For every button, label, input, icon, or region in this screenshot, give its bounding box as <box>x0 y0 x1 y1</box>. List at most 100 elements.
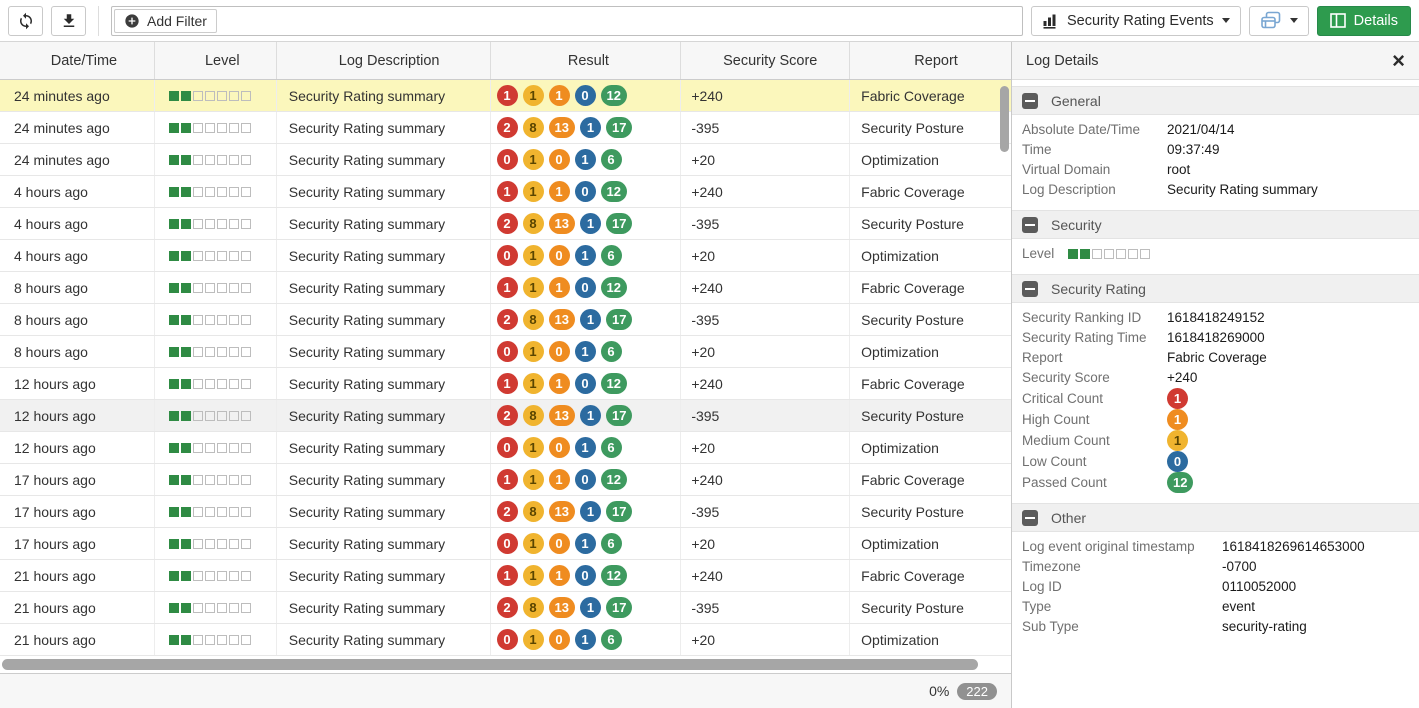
section-header-general[interactable]: General <box>1012 86 1419 115</box>
level-indicator <box>168 90 251 101</box>
section-header-other[interactable]: Other <box>1012 503 1419 532</box>
level-indicator <box>168 506 251 517</box>
column-header-date-time[interactable]: Date/Time <box>0 42 155 79</box>
level-square-filled <box>168 378 179 389</box>
count-badge-high: 1 <box>548 469 570 490</box>
table-row[interactable]: 8 hours ago Security Rating summary 1 1 1 0 12… <box>0 272 1011 304</box>
table-row[interactable]: 21 hours ago Security Rating summary 2 8 13 1… <box>0 592 1011 624</box>
table-row[interactable]: 21 hours ago Security Rating summary 0 1 0 1 6… <box>0 624 1011 656</box>
count-badge-high: 0 <box>548 245 570 266</box>
detail-field: Low Count 0 <box>1022 451 1409 472</box>
table-row[interactable]: 12 hours ago Security Rating summary 1 1 1 0 1… <box>0 368 1011 400</box>
level-square-filled <box>180 154 191 165</box>
table-row[interactable]: 17 hours ago Security Rating summary 2 8 13 1… <box>0 496 1011 528</box>
level-square-empty <box>204 602 215 613</box>
cell-log-description: Security Rating summary <box>277 592 491 623</box>
toolbar: Add Filter Security Rating Events <box>0 0 1419 42</box>
status-bar: 0% 222 <box>0 673 1011 708</box>
level-square-filled <box>180 538 191 549</box>
column-header-result[interactable]: Result <box>491 42 682 79</box>
column-header-security-score[interactable]: Security Score <box>681 42 851 79</box>
table-row[interactable]: 12 hours ago Security Rating summary 0 1 0 1 6… <box>0 432 1011 464</box>
collapse-minus-icon[interactable] <box>1022 280 1038 297</box>
collapse-minus-icon[interactable] <box>1022 509 1038 526</box>
table-row[interactable]: 24 minutes ago Security Rating summary 2 8 1… <box>0 112 1011 144</box>
collapse-minus-icon[interactable] <box>1022 216 1038 233</box>
table-row[interactable]: 8 hours ago Security Rating summary 0 1 0 1 6 +… <box>0 336 1011 368</box>
count-badge-medium: 1 <box>522 565 544 586</box>
cell-security-score: +240 <box>681 272 851 303</box>
log-details-panel: Log Details × General Absolute Date/Time 2… <box>1012 42 1419 708</box>
details-toggle-button[interactable]: Details <box>1316 5 1411 36</box>
table-row[interactable]: 8 hours ago Security Rating summary 2 8 13 1 1… <box>0 304 1011 336</box>
download-button[interactable] <box>51 5 86 36</box>
cell-level <box>155 272 277 303</box>
level-square-empty <box>240 346 251 357</box>
level-square-empty <box>228 90 239 101</box>
count-badge-passed: 6 <box>600 149 622 170</box>
close-icon[interactable]: × <box>1392 47 1405 73</box>
horizontal-scrollbar-thumb[interactable] <box>2 659 978 670</box>
section-fields-security-rating: Security Ranking ID 1618418249152 Security… <box>1012 303 1419 503</box>
table-row[interactable]: 4 hours ago Security Rating summary 2 8 13 1 1… <box>0 208 1011 240</box>
section-header-security-rating[interactable]: Security Rating <box>1012 274 1419 303</box>
table-row[interactable]: 21 hours ago Security Rating summary 1 1 1 0 1… <box>0 560 1011 592</box>
detail-field: Critical Count 1 <box>1022 388 1409 409</box>
cell-level <box>155 432 277 463</box>
level-square-empty <box>1140 249 1150 259</box>
chevron-down-icon <box>1221 18 1230 23</box>
details-button-label: Details <box>1353 12 1398 29</box>
column-header-level[interactable]: Level <box>155 42 277 79</box>
level-square-filled <box>180 122 191 133</box>
column-header-report[interactable]: Report <box>914 52 958 69</box>
table-row[interactable]: 17 hours ago Security Rating summary 0 1 0 1 6… <box>0 528 1011 560</box>
vertical-scrollbar-thumb[interactable] <box>1000 86 1009 152</box>
horizontal-scrollbar[interactable] <box>0 656 1011 673</box>
count-badge-medium: 1 <box>522 341 544 362</box>
table-row[interactable]: 24 minutes ago Security Rating summary 1 1 1… <box>0 80 1011 112</box>
level-square-empty <box>204 378 215 389</box>
level-indicator <box>168 410 251 421</box>
log-view-selector[interactable]: Security Rating Events <box>1030 5 1241 36</box>
cell-result: 1 1 1 0 12 <box>491 272 682 303</box>
level-indicator <box>168 314 251 325</box>
cell-result: 1 1 1 0 12 <box>491 560 682 591</box>
cell-security-score: -395 <box>681 400 851 431</box>
count-badge-critical: 1 <box>496 85 518 106</box>
display-options-button[interactable] <box>1248 5 1309 36</box>
detail-field: Log Description Security Rating summary <box>1022 180 1409 200</box>
filter-bar[interactable]: Add Filter <box>111 5 1023 36</box>
table-row[interactable]: 4 hours ago Security Rating summary 1 1 1 0 12… <box>0 176 1011 208</box>
table-row[interactable]: 17 hours ago Security Rating summary 1 1 1 0 1… <box>0 464 1011 496</box>
count-badge-medium: 8 <box>522 117 544 138</box>
level-square-empty <box>204 442 215 453</box>
column-header-log-description[interactable]: Log Description <box>277 42 491 79</box>
cell-security-score: +240 <box>681 80 851 111</box>
level-square-filled <box>168 250 179 261</box>
count-badge-critical: 1 <box>1167 388 1188 409</box>
refresh-button[interactable] <box>8 5 43 36</box>
table-row[interactable]: 12 hours ago Security Rating summary 2 8 13 1… <box>0 400 1011 432</box>
detail-field: High Count 1 <box>1022 409 1409 430</box>
level-square-empty <box>240 410 251 421</box>
level-square-filled <box>180 90 191 101</box>
table-row[interactable]: 4 hours ago Security Rating summary 0 1 0 1 6 +… <box>0 240 1011 272</box>
cell-date-time: 12 hours ago <box>0 432 155 463</box>
table-row[interactable]: 24 minutes ago Security Rating summary 0 1 0… <box>0 144 1011 176</box>
level-square-filled <box>168 410 179 421</box>
detail-field: Passed Count 12 <box>1022 472 1409 493</box>
collapse-minus-icon[interactable] <box>1022 92 1038 109</box>
level-square-filled <box>180 250 191 261</box>
columns-icon <box>1329 13 1346 28</box>
count-badge-critical: 1 <box>496 565 518 586</box>
count-badge-medium: 8 <box>522 501 544 522</box>
cell-log-description: Security Rating summary <box>277 304 491 335</box>
count-badge-passed: 17 <box>605 405 633 426</box>
section-header-security[interactable]: Security <box>1012 210 1419 239</box>
section-fields-security: Level <box>1012 239 1419 274</box>
level-square-empty <box>228 538 239 549</box>
level-indicator <box>168 570 251 581</box>
field-label: Log Description <box>1022 182 1116 197</box>
add-filter-button[interactable]: Add Filter <box>114 8 217 33</box>
